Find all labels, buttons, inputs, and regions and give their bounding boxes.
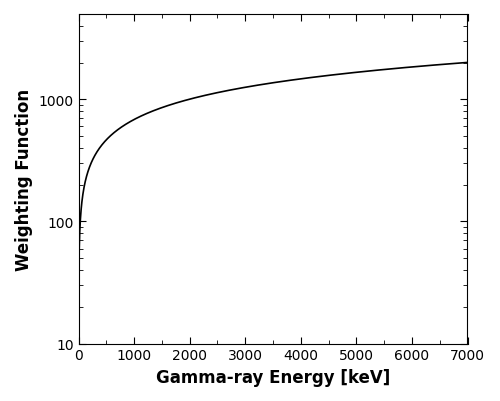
X-axis label: Gamma-ray Energy [keV]: Gamma-ray Energy [keV] [156,368,390,386]
Y-axis label: Weighting Function: Weighting Function [15,89,33,270]
